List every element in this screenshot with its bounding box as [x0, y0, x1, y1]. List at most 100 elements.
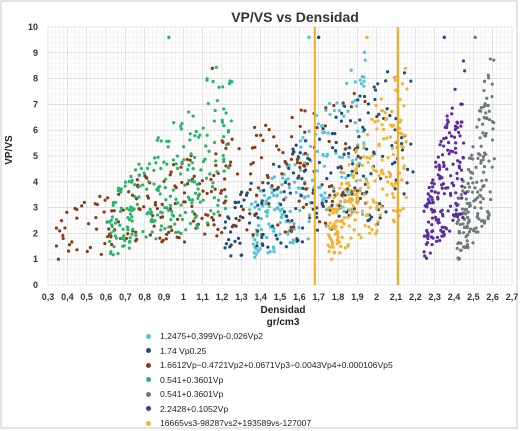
data-point: [135, 178, 139, 182]
data-point: [227, 216, 231, 221]
data-point: [456, 159, 460, 163]
data-point: [128, 217, 132, 222]
x-tick-label: 1,1: [196, 292, 209, 302]
data-point: [163, 185, 167, 190]
data-point: [54, 226, 59, 230]
legend-item: 1.6612Vp−0.4721Vp2+0.0671Vp3−0.0043Vp4+0…: [146, 358, 486, 373]
data-point: [196, 196, 200, 200]
data-point: [179, 203, 183, 207]
data-point: [276, 185, 280, 190]
data-point: [94, 216, 98, 220]
data-point: [183, 183, 187, 187]
data-point: [308, 144, 313, 148]
data-point: [111, 201, 115, 205]
data-point: [459, 248, 463, 252]
data-point: [446, 141, 451, 145]
data-point: [264, 199, 268, 203]
data-point: [460, 177, 464, 181]
data-point: [214, 152, 218, 156]
data-point: [330, 242, 335, 246]
data-point: [215, 234, 219, 238]
data-point: [290, 115, 294, 120]
data-point: [402, 192, 406, 196]
data-point: [236, 236, 241, 240]
data-point: [258, 247, 262, 251]
data-point: [178, 213, 182, 218]
data-point: [438, 165, 442, 169]
x-tick-label: 2,6: [486, 292, 499, 302]
data-point: [75, 248, 79, 252]
data-point: [440, 186, 444, 190]
data-point: [376, 220, 380, 224]
data-point: [170, 213, 174, 217]
data-point: [352, 209, 356, 214]
data-point: [477, 118, 481, 122]
data-point: [249, 172, 253, 176]
data-point: [373, 97, 377, 102]
data-point: [355, 189, 359, 193]
data-point: [204, 213, 208, 217]
data-point: [112, 245, 116, 249]
data-point: [190, 201, 194, 205]
data-point: [332, 222, 336, 226]
data-point: [107, 227, 111, 231]
chart-legend: 1,2475+0,399Vp-0,026Vp2 1.74 Vp0.25 1.6612…: [146, 329, 486, 431]
data-point: [154, 237, 158, 241]
data-point: [149, 210, 154, 214]
data-point: [361, 155, 366, 159]
x-tick-label: 1,7: [312, 292, 325, 302]
data-point: [116, 220, 120, 224]
data-point: [363, 224, 367, 228]
data-point: [378, 216, 382, 220]
data-point: [209, 189, 214, 194]
data-point: [261, 204, 265, 208]
data-point: [365, 179, 369, 183]
data-point: [267, 201, 271, 206]
legend-label: 1.74 Vp0.25: [160, 345, 207, 356]
data-point: [458, 160, 462, 164]
data-point: [108, 239, 112, 244]
data-point: [352, 91, 356, 96]
data-point: [338, 186, 342, 190]
data-point: [212, 196, 216, 200]
data-point: [336, 166, 340, 170]
data-point: [223, 246, 227, 250]
data-point: [465, 215, 470, 220]
data-point: [134, 230, 138, 234]
data-point: [346, 215, 350, 219]
data-point: [260, 235, 264, 239]
data-point: [385, 117, 389, 121]
data-point: [301, 205, 306, 210]
data-point: [390, 109, 394, 114]
data-point: [405, 87, 409, 91]
data-point: [294, 207, 298, 211]
data-point: [280, 183, 284, 187]
data-point: [455, 220, 460, 224]
data-point: [361, 174, 366, 178]
data-point: [296, 238, 300, 243]
data-point: [304, 202, 308, 207]
data-point: [303, 130, 307, 134]
data-point: [332, 195, 336, 200]
x-tick-label: 1,4: [254, 292, 267, 302]
data-point: [159, 139, 163, 143]
data-point: [259, 156, 264, 160]
data-point: [174, 230, 178, 235]
data-point: [387, 170, 391, 174]
data-point: [299, 168, 303, 172]
data-point: [196, 187, 200, 191]
data-point: [428, 201, 432, 205]
data-point: [144, 175, 148, 179]
data-point: [286, 177, 290, 181]
data-point: [352, 192, 357, 197]
data-point: [360, 212, 365, 216]
data-point: [179, 124, 183, 128]
data-point: [316, 35, 321, 40]
data-point: [317, 220, 322, 224]
data-point: [306, 237, 310, 241]
data-point: [223, 177, 227, 181]
data-point: [422, 209, 426, 213]
data-point: [428, 194, 432, 198]
data-point: [481, 185, 485, 189]
